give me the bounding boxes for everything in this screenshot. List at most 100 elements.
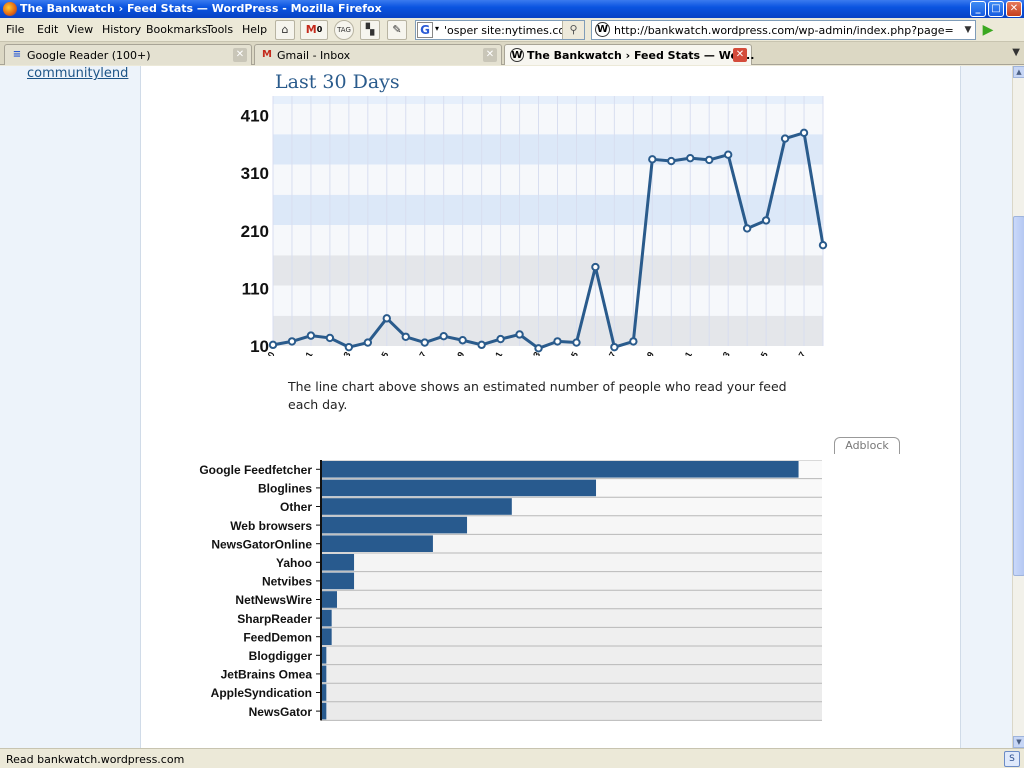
chart-band: [273, 285, 823, 316]
url-history-dropdown-icon[interactable]: ▼: [964, 25, 972, 35]
tab-list-icon[interactable]: ▼: [1012, 47, 1020, 58]
window-titlebar: The Bankwatch › Feed Stats — WordPress -…: [0, 0, 1024, 18]
tab-google-reader[interactable]: ≡ Google Reader (100+) ✕: [4, 44, 252, 65]
y-tick-label: 410: [241, 107, 269, 126]
menu-view[interactable]: View: [67, 23, 94, 36]
home-icon[interactable]: ⌂: [275, 20, 295, 40]
menu-history[interactable]: History: [102, 23, 142, 36]
x-tick-label: 02-01: [294, 350, 314, 356]
gmail-count: 0: [316, 25, 323, 34]
data-point: [742, 224, 752, 233]
tab-feed-stats[interactable]: W The Bankwatch › Feed Stats — Wor... ✕: [504, 44, 755, 65]
chart-band: [273, 164, 823, 195]
chart-caption: The line chart above shows an estimated …: [288, 379, 787, 412]
tab-close-icon[interactable]: ✕: [483, 48, 497, 62]
x-tick-label: 02-13: [522, 350, 542, 356]
scroll-down-icon[interactable]: ▼: [1013, 736, 1024, 748]
status-bar: Read bankwatch.wordpress.com S: [0, 748, 1024, 768]
data-point: [401, 332, 410, 341]
url-input[interactable]: http://bankwatch.wordpress.com/wp-admin/…: [614, 24, 954, 37]
chart-band: [273, 96, 823, 104]
tab-label: The Bankwatch › Feed Stats — Wor...: [527, 49, 755, 62]
gmail-icon: M: [262, 49, 272, 60]
close-window-button[interactable]: ✕: [1006, 1, 1022, 17]
y-tick-label: 310: [241, 164, 269, 183]
firefox-icon: [3, 2, 17, 16]
delicious-icon[interactable]: ▚: [360, 20, 380, 40]
bar: [321, 479, 597, 497]
address-bar[interactable]: W http://bankwatch.wordpress.com/wp-admi…: [591, 20, 976, 40]
bar-row-bg: [321, 571, 822, 591]
data-point: [723, 150, 733, 159]
tab-gmail[interactable]: M Gmail - Inbox ✕: [254, 44, 502, 65]
bar: [321, 609, 332, 627]
data-point: [515, 330, 524, 339]
window-title: The Bankwatch › Feed Stats — WordPress -…: [20, 2, 382, 15]
maximize-button[interactable]: □: [988, 1, 1004, 17]
minimize-button[interactable]: _: [970, 1, 986, 17]
bar-category-label: Google Feedfetcher: [199, 463, 312, 477]
x-tick-label: 02-23: [712, 350, 732, 356]
google-search-engine-icon[interactable]: G: [417, 22, 433, 38]
menu-tools[interactable]: Tools: [206, 23, 234, 36]
chart-band: [273, 194, 823, 225]
bar-category-label: Netvibes: [262, 575, 312, 589]
y-tick-label: 110: [242, 279, 269, 298]
tag-icon[interactable]: TAG: [334, 20, 354, 40]
gmail-notifier-icon[interactable]: M0: [300, 20, 328, 40]
x-tick-label: 02-17: [598, 350, 618, 356]
x-tick-label: 02-07: [408, 350, 428, 356]
search-input[interactable]: 'osper site:nytimes.com: [444, 24, 562, 37]
data-point: [591, 262, 600, 272]
data-point: [799, 128, 809, 138]
tab-bar: ≡ Google Reader (100+) ✕ M Gmail - Inbox…: [0, 42, 1024, 65]
data-point: [761, 216, 771, 225]
x-tick-label: 02-25: [750, 350, 770, 356]
sidebar-link-communitylend[interactable]: communitylend: [27, 66, 129, 81]
bar-row-bg: [321, 646, 822, 665]
bar-row-bg: [321, 683, 822, 702]
bar: [321, 591, 337, 608]
scroll-up-icon[interactable]: ▲: [1013, 66, 1024, 78]
tab-close-icon[interactable]: ✕: [733, 48, 747, 62]
data-point: [382, 314, 391, 323]
bar-category-label: Blogdigger: [249, 649, 313, 663]
data-point: [363, 338, 373, 347]
section-title: Last 30 Days: [275, 71, 400, 93]
engine-dropdown-icon[interactable]: ▾: [435, 24, 440, 33]
menu-help[interactable]: Help: [242, 23, 268, 36]
bar: [321, 702, 327, 720]
search-bar[interactable]: G ▾ 'osper site:nytimes.com ⚲: [415, 20, 585, 40]
status-addon-icon[interactable]: S: [1004, 751, 1020, 767]
chart-band: [273, 315, 823, 346]
vertical-scrollbar[interactable]: ▲ ▼: [1012, 66, 1024, 748]
data-point: [458, 336, 467, 345]
bar: [321, 554, 355, 571]
menu-bookmarks[interactable]: Bookmarks: [146, 23, 208, 36]
tab-close-icon[interactable]: ✕: [233, 48, 247, 62]
chart-band: [273, 104, 823, 135]
x-tick-label: 02-05: [370, 350, 390, 356]
adblock-tab[interactable]: Adblock: [834, 437, 900, 454]
bar-category-label: Web browsers: [230, 519, 312, 533]
data-point: [705, 155, 714, 165]
bar-row-bg: [321, 590, 822, 609]
search-icon[interactable]: ⚲: [562, 21, 584, 39]
bar: [321, 535, 433, 552]
data-point: [818, 240, 828, 250]
scrollbar-thumb[interactable]: [1013, 216, 1024, 576]
go-arrow-icon[interactable]: ▶: [982, 22, 994, 38]
bar-row-bg: [321, 627, 822, 646]
bar-category-label: Other: [280, 500, 312, 514]
y-tick-label: 10: [250, 337, 269, 356]
sidebar: communitylend: [0, 66, 141, 748]
menu-edit[interactable]: Edit: [37, 23, 59, 36]
data-point: [534, 344, 543, 353]
bar: [321, 516, 468, 534]
data-point: [553, 337, 562, 346]
bar-category-label: AppleSyndication: [211, 686, 312, 700]
y-tick-label: 210: [241, 222, 269, 241]
page-note-icon[interactable]: ✎: [387, 20, 407, 40]
menu-file[interactable]: File: [6, 23, 25, 36]
menu-toolbar: File Edit View History Bookmarks Tools H…: [0, 18, 1024, 42]
